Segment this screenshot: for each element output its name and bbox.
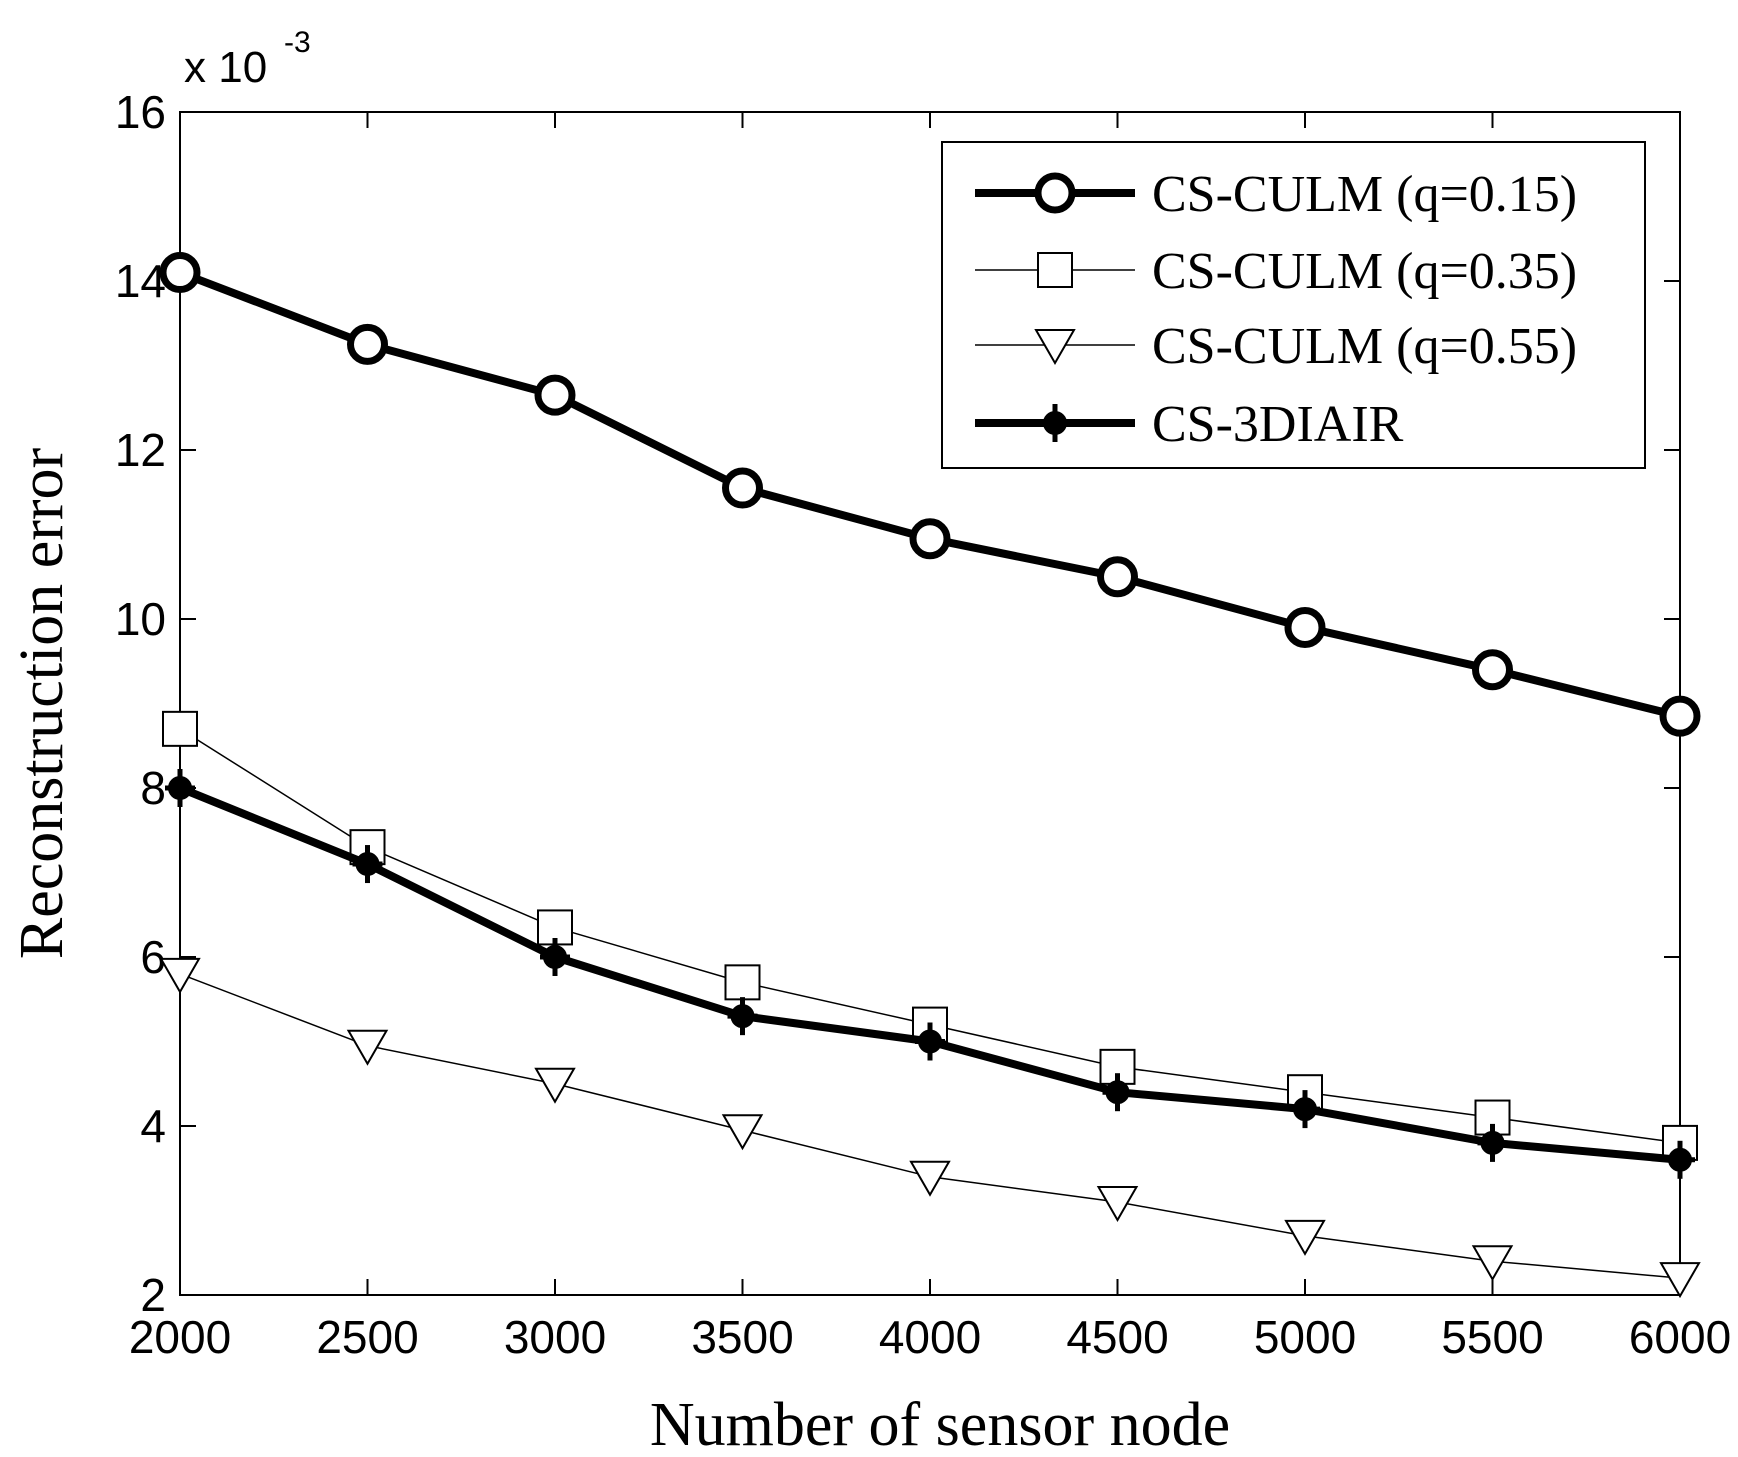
x-tick-label: 4500 — [1066, 1311, 1168, 1363]
x-tick-label: 3500 — [691, 1311, 793, 1363]
data-point — [909, 1160, 951, 1197]
x-tick-label: 5500 — [1441, 1311, 1543, 1363]
data-point — [1097, 556, 1138, 598]
data-point — [909, 518, 951, 560]
data-point — [727, 997, 758, 1036]
data-point — [352, 845, 383, 884]
data-point — [347, 323, 388, 365]
legend-marker — [1034, 329, 1076, 366]
legend-marker — [1040, 404, 1070, 442]
legend: CS-CULM (q=0.15) CS-CULM (q=0.35) CS-CULM … — [941, 141, 1646, 469]
data-point — [159, 957, 201, 994]
data-point — [162, 710, 198, 747]
data-point — [1659, 695, 1701, 737]
data-point — [1471, 1245, 1514, 1282]
data-point — [165, 769, 195, 807]
data-point — [534, 1067, 576, 1104]
legend-label: CS-CULM (q=0.35) — [1152, 243, 1577, 300]
x-tick-label: 4000 — [879, 1311, 981, 1363]
x-tick-label: 6000 — [1629, 1311, 1731, 1363]
y-tick-label: 14 — [115, 255, 166, 307]
data-point — [724, 964, 761, 1001]
series-cs-3diair — [165, 769, 1695, 1179]
legend-item: CS-CULM (q=0.55) — [975, 318, 1577, 375]
y-tick-label: 12 — [115, 424, 166, 476]
data-point — [1102, 1073, 1133, 1112]
data-point — [915, 1022, 945, 1061]
series-layer — [159, 252, 1701, 1299]
y-tick-label: 8 — [140, 762, 166, 814]
y-multiplier-exponent: -3 — [284, 26, 311, 59]
data-point — [159, 252, 201, 294]
y-tick-label: 10 — [115, 593, 166, 645]
series-cs-culm-q-0-55- — [159, 957, 1701, 1299]
legend-label: CS-3DIAIR — [1152, 396, 1404, 453]
data-point — [1665, 1140, 1695, 1179]
y-tick-label: 6 — [140, 931, 166, 983]
data-point — [540, 938, 570, 976]
data-point — [1096, 1186, 1139, 1223]
x-tick-label: 2000 — [129, 1311, 231, 1363]
legend-item: CS-3DIAIR — [975, 396, 1404, 453]
x-tick-label: 2500 — [316, 1311, 418, 1363]
y-multiplier-base: x 10 — [184, 43, 267, 92]
y-multiplier: x 10 -3 — [184, 26, 311, 92]
x-tick-label: 5000 — [1254, 1311, 1356, 1363]
data-point — [1659, 1262, 1701, 1299]
legend-marker — [1034, 172, 1076, 214]
y-tick-label: 16 — [115, 86, 166, 138]
legend-item: CS-CULM (q=0.15) — [975, 166, 1577, 223]
data-point — [346, 1029, 389, 1066]
data-point — [1284, 1219, 1326, 1256]
y-tick-label: 2 — [140, 1269, 166, 1321]
legend-label: CS-CULM (q=0.55) — [1152, 318, 1577, 375]
legend-label: CS-CULM (q=0.15) — [1152, 166, 1577, 223]
y-axis-title: Reconstruction error — [8, 447, 76, 959]
x-axis-title: Number of sensor node — [650, 1391, 1230, 1457]
data-point — [1472, 649, 1513, 691]
axes: 2000 2500 3000 3500 4000 4500 5000 5500 6000 2 4 6 8… — [8, 26, 1731, 1457]
data-point — [1477, 1123, 1508, 1162]
data-point — [534, 374, 576, 416]
y-tick-label: 4 — [140, 1100, 166, 1152]
x-tick-label: 3000 — [504, 1311, 606, 1363]
legend-item: CS-CULM (q=0.35) — [975, 243, 1577, 300]
data-point — [722, 467, 763, 509]
data-point — [1284, 606, 1326, 648]
data-point — [1290, 1090, 1320, 1129]
series-cs-culm-q-0-15- — [159, 252, 1701, 737]
legend-marker — [1037, 252, 1073, 288]
data-point — [721, 1114, 764, 1151]
